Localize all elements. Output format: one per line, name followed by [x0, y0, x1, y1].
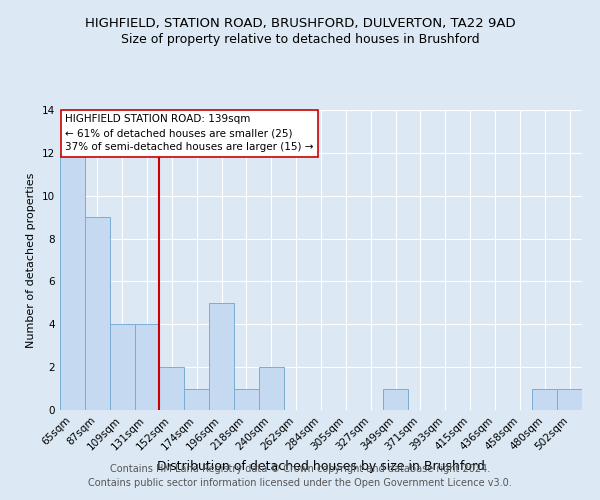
Bar — [60, 153, 85, 410]
Bar — [209, 303, 234, 410]
Bar — [234, 388, 259, 410]
Text: Contains HM Land Registry data © Crown copyright and database right 2024.
Contai: Contains HM Land Registry data © Crown c… — [88, 464, 512, 487]
Bar — [532, 388, 557, 410]
Text: HIGHFIELD STATION ROAD: 139sqm
← 61% of detached houses are smaller (25)
37% of : HIGHFIELD STATION ROAD: 139sqm ← 61% of … — [65, 114, 314, 152]
Bar — [110, 324, 134, 410]
Text: HIGHFIELD, STATION ROAD, BRUSHFORD, DULVERTON, TA22 9AD: HIGHFIELD, STATION ROAD, BRUSHFORD, DULV… — [85, 18, 515, 30]
Y-axis label: Number of detached properties: Number of detached properties — [26, 172, 37, 348]
Bar — [134, 324, 160, 410]
Bar — [160, 367, 184, 410]
Text: Size of property relative to detached houses in Brushford: Size of property relative to detached ho… — [121, 32, 479, 46]
Bar — [85, 217, 110, 410]
Bar — [184, 388, 209, 410]
Bar — [259, 367, 284, 410]
X-axis label: Distribution of detached houses by size in Brushford: Distribution of detached houses by size … — [157, 460, 485, 473]
Bar — [383, 388, 408, 410]
Bar — [557, 388, 582, 410]
